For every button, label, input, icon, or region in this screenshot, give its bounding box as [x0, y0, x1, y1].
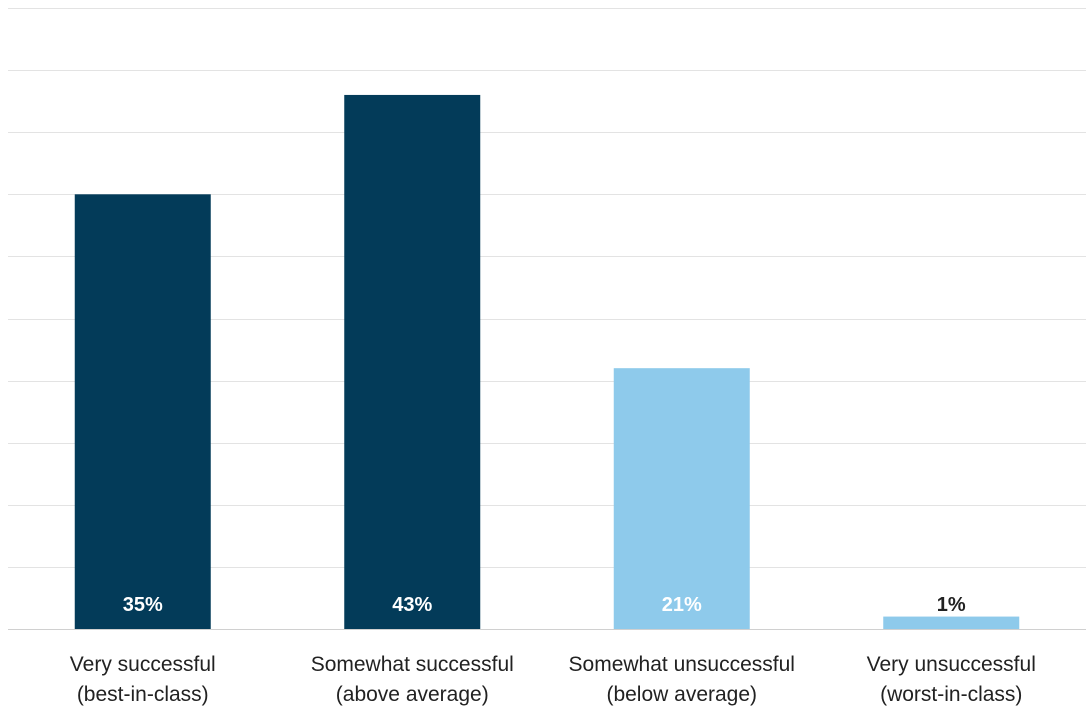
- bar: [74, 194, 211, 630]
- bar: [613, 368, 750, 629]
- x-tick-label: Somewhat unsuccessful: [569, 653, 795, 676]
- x-tick-label: (above average): [336, 683, 489, 706]
- x-tick-label: Very successful: [70, 653, 216, 676]
- category-labels: Very successful (best-in-class) Somewhat s…: [70, 653, 1036, 706]
- bars: [74, 94, 1020, 630]
- x-tick-label: Somewhat successful: [311, 653, 514, 676]
- data-label: 43%: [392, 594, 432, 616]
- x-tick-label: (best-in-class): [77, 683, 209, 706]
- x-tick-label: (below average): [606, 683, 757, 706]
- x-tick-label: (worst-in-class): [880, 683, 1022, 706]
- x-tick-label: Very unsuccessful: [867, 653, 1036, 676]
- data-label: 35%: [123, 594, 163, 616]
- data-label: 1%: [937, 594, 966, 616]
- bar: [883, 616, 1020, 629]
- data-label: 21%: [662, 594, 702, 616]
- data-labels: 35% 43% 21% 1%: [123, 594, 966, 616]
- bar: [344, 94, 481, 629]
